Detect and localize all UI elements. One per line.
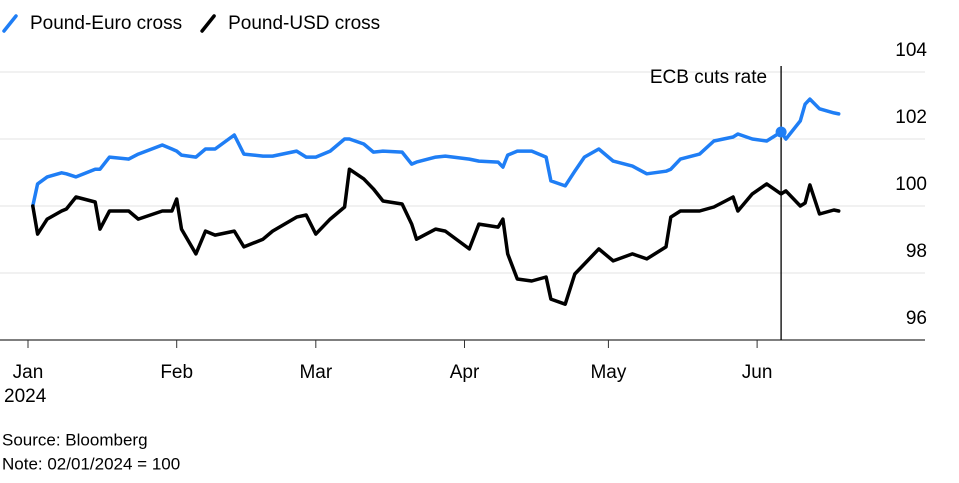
source: Source: Bloomberg [2, 430, 148, 449]
x-tick-label: May [590, 362, 626, 383]
y-tick-label: 102 [895, 107, 927, 128]
series-line [31, 97, 841, 208]
annotation-dot [775, 126, 787, 138]
legend-icon [2, 14, 18, 33]
annotation-text: ECB cuts rate [650, 67, 767, 88]
x-tick-label: Apr [450, 362, 480, 383]
y-tick-label: 104 [895, 40, 927, 61]
x-tick-label: Feb [160, 362, 193, 383]
y-tick-label: 98 [906, 241, 927, 262]
x-tick-label: Mar [299, 362, 332, 383]
legend-label: Pound-USD cross [228, 13, 380, 34]
x-tick-label: Jan [13, 362, 44, 383]
legend-label: Pound-Euro cross [30, 13, 182, 34]
y-tick-label: 100 [895, 174, 927, 195]
legend-icon [200, 14, 216, 33]
note: Note: 02/01/2024 = 100 [2, 454, 180, 473]
series-line [31, 167, 841, 306]
y-tick-label: 96 [906, 308, 927, 329]
x-tick-year: 2024 [4, 386, 47, 407]
x-tick-label: Jun [742, 362, 773, 383]
